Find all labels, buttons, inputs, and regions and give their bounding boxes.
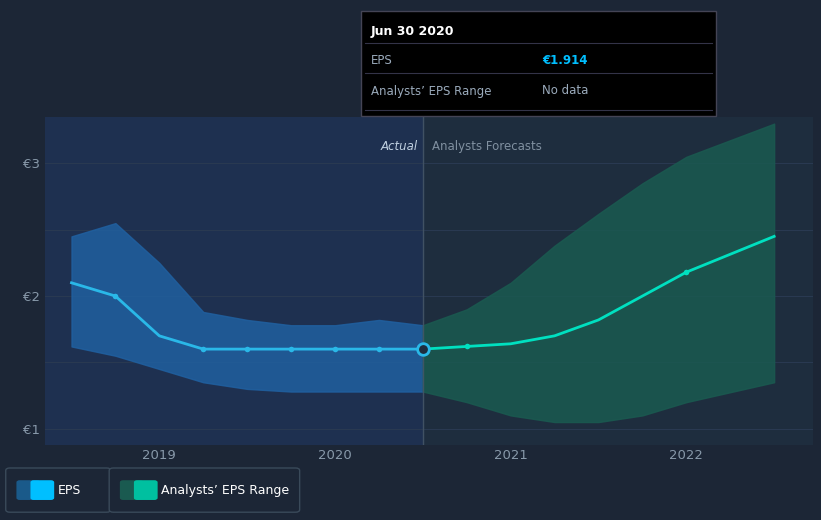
Text: Analysts Forecasts: Analysts Forecasts xyxy=(432,140,542,153)
Text: €1.914: €1.914 xyxy=(542,54,587,67)
Text: No data: No data xyxy=(542,84,588,98)
Point xyxy=(461,342,474,350)
Point xyxy=(285,345,298,353)
Text: Analysts’ EPS Range: Analysts’ EPS Range xyxy=(161,484,289,497)
Text: Analysts’ EPS Range: Analysts’ EPS Range xyxy=(371,84,492,98)
Point xyxy=(373,345,386,353)
Text: EPS: EPS xyxy=(371,54,392,67)
Text: EPS: EPS xyxy=(57,484,80,497)
Point xyxy=(328,345,342,353)
Point xyxy=(109,292,122,300)
Point xyxy=(680,268,693,276)
Text: Jun 30 2020: Jun 30 2020 xyxy=(371,24,455,38)
Point xyxy=(416,345,429,353)
Point xyxy=(241,345,254,353)
Text: Actual: Actual xyxy=(380,140,418,153)
Point xyxy=(197,345,210,353)
Bar xyxy=(45,117,423,445)
